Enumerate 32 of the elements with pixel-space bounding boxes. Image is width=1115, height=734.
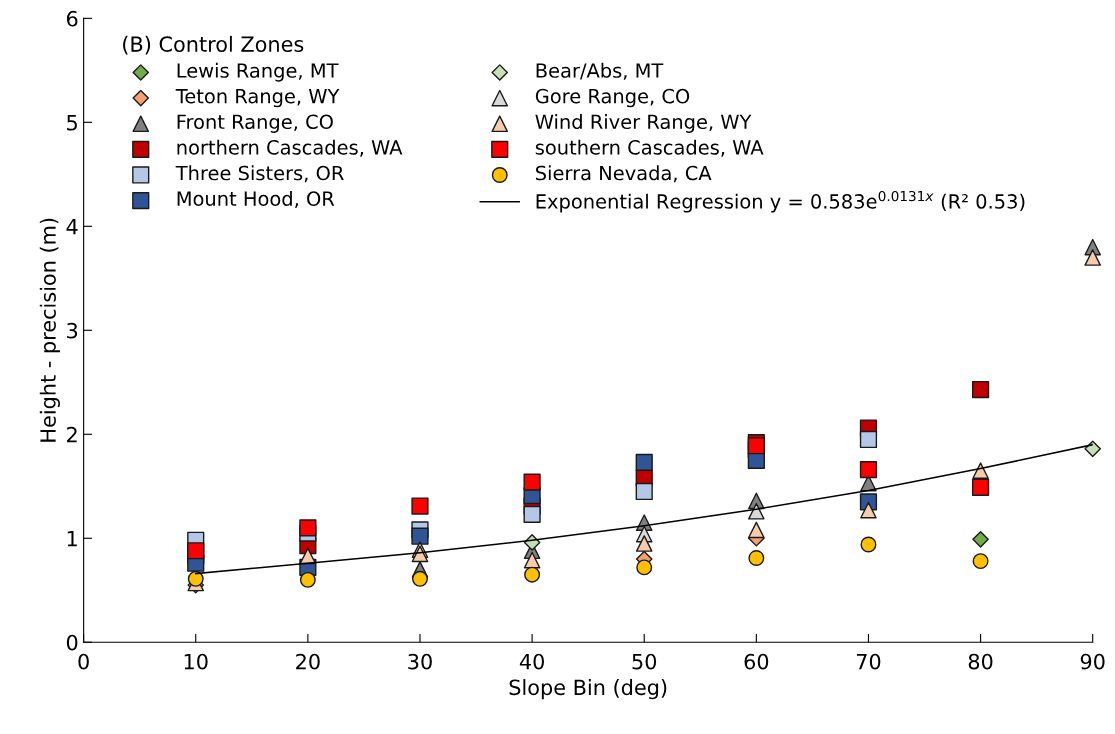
- legend-label: Wind River Range, WY: [535, 114, 752, 133]
- legend-label: Bear/Abs, MT: [536, 62, 664, 80]
- legend-label: Teton Range, WY: [175, 89, 340, 108]
- y-tick-label: 6: [66, 10, 78, 27]
- x-tick-label: 80: [968, 653, 993, 670]
- legend-label: northern Cascades, WA: [177, 139, 403, 157]
- x-tick-label: 60: [744, 653, 769, 670]
- x-tick-label: 10: [184, 653, 208, 670]
- legend-label: Exponential Regression y = 0.583e$^{0.0131x}$ (R² 0.53): [536, 190, 1025, 213]
- legend-label: Front Range, CO: [177, 114, 333, 133]
- x-tick-label: 30: [408, 653, 432, 670]
- x-tick-label: 90: [1080, 653, 1105, 670]
- legend-label: Mount Hood, OR: [177, 190, 335, 208]
- y-tick-label: 3: [67, 322, 78, 339]
- x-axis-title: Slope Bin (deg): [509, 679, 667, 700]
- x-tick-label: 0: [78, 653, 89, 670]
- legend-title: (B) Control Zones: [123, 35, 304, 55]
- x-tick-label: 20: [296, 653, 320, 670]
- y-tick-label: 2: [67, 426, 77, 443]
- y-tick-label: 0: [66, 634, 78, 651]
- y-axis-title: Height - precision (m): [39, 218, 60, 442]
- x-tick-label: 40: [519, 653, 544, 670]
- y-tick-label: 5: [67, 115, 77, 131]
- x-tick-label: 50: [632, 653, 657, 670]
- legend-label: Sierra Nevada, CA: [536, 165, 712, 183]
- legend-label: Three Sisters, OR: [175, 165, 344, 183]
- legend-label: Lewis Range, MT: [177, 62, 339, 82]
- y-tick-label: 4: [66, 219, 78, 235]
- legend-label: Gore Range, CO: [535, 88, 690, 108]
- legend-label: southern Cascades, WA: [535, 139, 764, 157]
- x-tick-label: 70: [856, 653, 881, 670]
- y-tick-label: 1: [67, 530, 77, 547]
